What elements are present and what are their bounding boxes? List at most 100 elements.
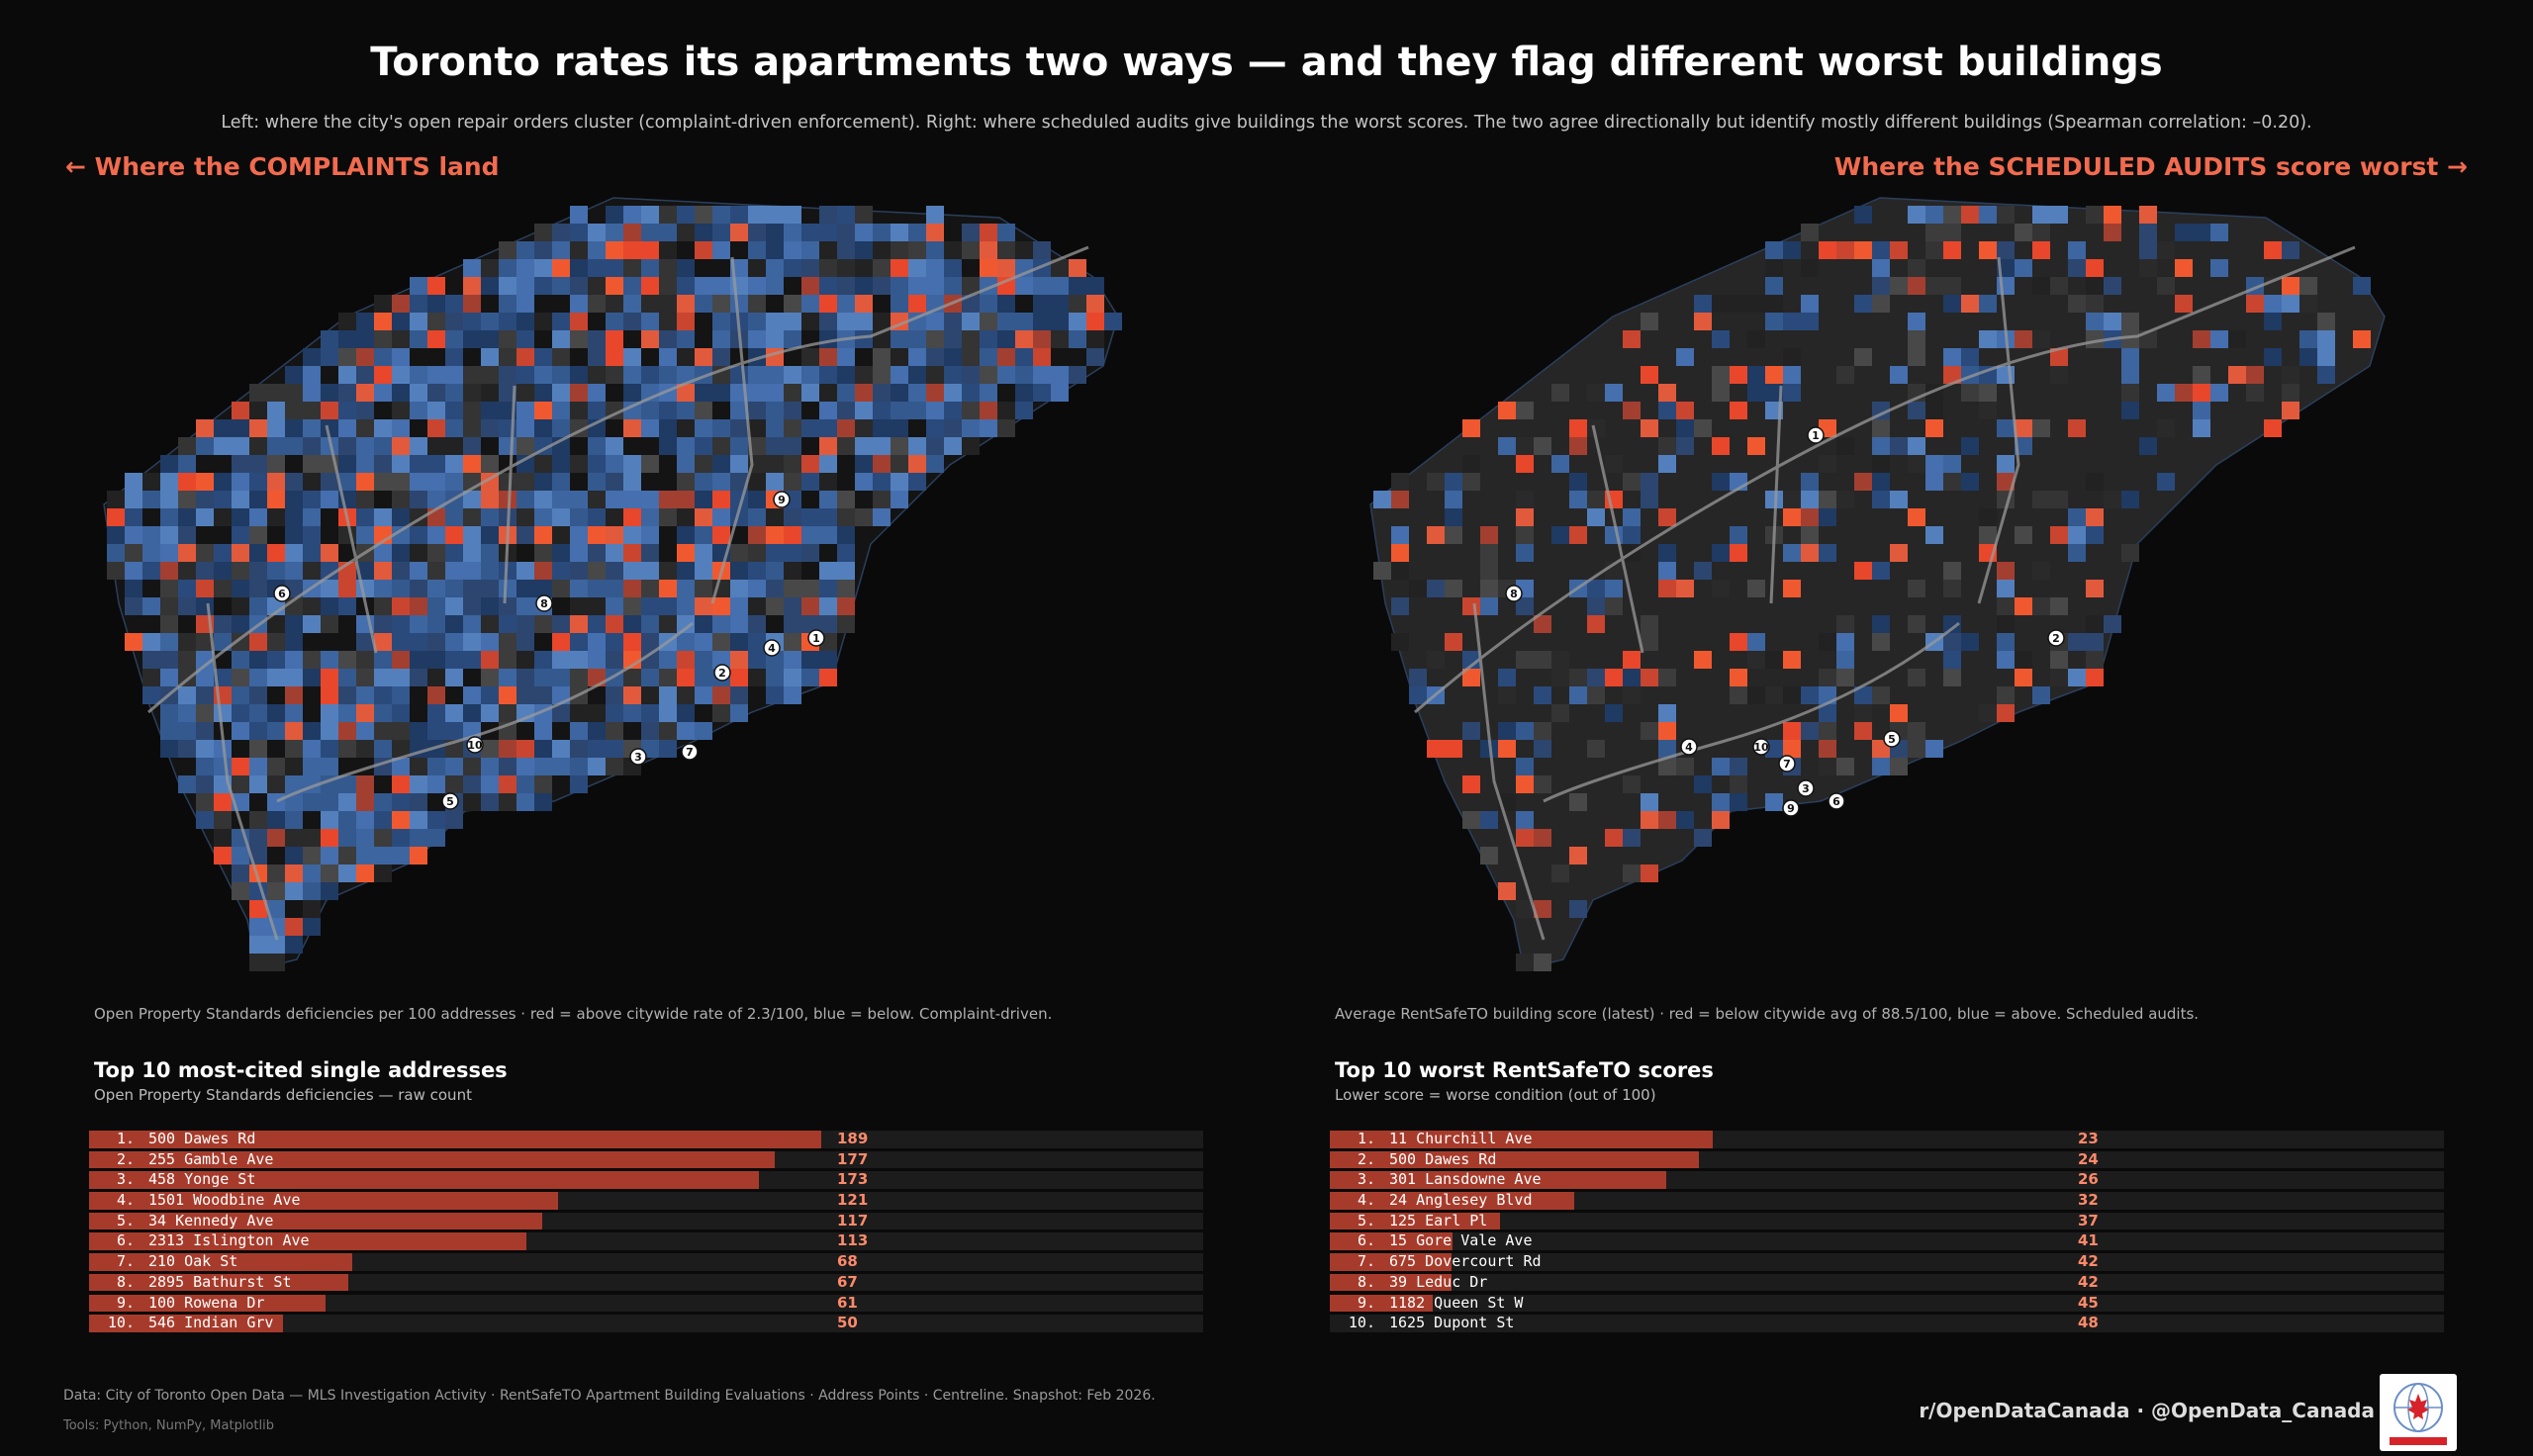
heatmap-cell	[1569, 526, 1587, 544]
heatmap-cell	[552, 544, 570, 562]
heatmap-cell	[1391, 597, 1409, 615]
heatmap-cell	[481, 526, 499, 544]
building-marker: 3	[629, 748, 647, 766]
heatmap-cell	[1765, 259, 1783, 277]
heatmap-cell	[873, 437, 891, 455]
heatmap-cell	[552, 758, 570, 775]
heatmap-cell	[232, 419, 249, 437]
heatmap-cell	[552, 740, 570, 758]
heatmap-cell	[427, 313, 445, 330]
heatmap-cell	[2282, 384, 2299, 402]
heatmap-cell	[552, 384, 570, 402]
heatmap-cell	[499, 669, 516, 686]
heatmap-cell	[392, 491, 410, 508]
heatmap-cell	[2193, 224, 2210, 241]
heatmap-cell	[178, 775, 196, 793]
heatmap-cell	[784, 419, 801, 437]
heatmap-cell	[659, 259, 677, 277]
heatmap-cell	[1462, 455, 1480, 473]
heatmap-cell	[677, 491, 695, 508]
heatmap-cell	[392, 775, 410, 793]
heatmap-cell	[588, 437, 606, 455]
heatmap-cell	[784, 330, 801, 348]
heatmap-cell	[2139, 241, 2157, 259]
heatmap-cell	[570, 384, 588, 402]
heatmap-cell	[801, 544, 819, 562]
heatmap-cell	[1641, 491, 1658, 508]
heatmap-cell	[160, 740, 178, 758]
heatmap-cell	[1051, 277, 1069, 295]
heatmap-cell	[1569, 473, 1587, 491]
heatmap-cell	[1658, 508, 1676, 526]
heatmap-cell	[445, 419, 463, 437]
heatmap-cell	[160, 597, 178, 615]
heatmap-cell	[196, 669, 214, 686]
heatmap-cell	[748, 491, 766, 508]
heatmap-cell	[427, 686, 445, 704]
heatmap-cell	[534, 473, 552, 491]
heatmap-cell	[516, 526, 534, 544]
heatmap-cell	[552, 562, 570, 580]
heatmap-cell	[2157, 241, 2175, 259]
heatmap-cell	[695, 686, 712, 704]
heatmap-cell	[1979, 206, 1997, 224]
heatmap-cell	[1033, 313, 1051, 330]
heatmap-cell	[481, 793, 499, 811]
bar	[89, 1171, 760, 1189]
table-row: 7. 210 Oak St 68	[89, 1253, 1203, 1271]
heatmap-cell	[2299, 330, 2317, 348]
heatmap-cell	[730, 437, 748, 455]
heatmap-cell	[1765, 686, 1783, 704]
heatmap-cell	[748, 526, 766, 544]
heatmap-cell	[321, 491, 338, 508]
heatmap-cell	[1943, 615, 1961, 633]
building-marker: 8	[1505, 585, 1523, 602]
heatmap-cell	[748, 615, 766, 633]
heatmap-cell	[623, 206, 641, 224]
heatmap-cell	[1836, 651, 1854, 669]
heatmap-cell	[606, 758, 623, 775]
heatmap-cell	[232, 686, 249, 704]
heatmap-cell	[196, 437, 214, 455]
heatmap-cell	[2015, 330, 2032, 348]
heatmap-cell	[285, 508, 303, 526]
heatmap-cell	[730, 295, 748, 313]
heatmap-cell	[1854, 206, 1872, 224]
heatmap-cell	[463, 758, 481, 775]
heatmap-cell	[944, 259, 962, 277]
address-label: 1501 Woodbine Ave	[148, 1191, 301, 1210]
heatmap-cell	[712, 224, 730, 241]
heatmap-cell	[1854, 473, 1872, 491]
heatmap-cell	[2175, 259, 2193, 277]
heatmap-cell	[606, 330, 623, 348]
heatmap-cell	[659, 615, 677, 633]
heatmap-cell	[1445, 740, 1462, 758]
heatmap-cell	[1730, 295, 1747, 313]
heatmap-cell	[2050, 277, 2068, 295]
heatmap-cell	[410, 793, 427, 811]
marker-label: 1	[812, 632, 820, 645]
heatmap-cell	[267, 544, 285, 562]
heatmap-cell	[249, 562, 267, 580]
heatmap-cell	[801, 615, 819, 633]
heatmap-cell	[944, 419, 962, 437]
heatmap-cell	[677, 206, 695, 224]
heatmap-cell	[1730, 669, 1747, 686]
heatmap-cell	[1836, 241, 1854, 259]
heatmap-cell	[766, 206, 784, 224]
heatmap-cell	[588, 491, 606, 508]
heatmap-cell	[392, 526, 410, 544]
heatmap-cell	[730, 206, 748, 224]
heatmap-cell	[623, 313, 641, 330]
heatmap-cell	[196, 491, 214, 508]
heatmap-cell	[356, 348, 374, 366]
heatmap-cell	[178, 686, 196, 704]
heatmap-cell	[356, 811, 374, 829]
heatmap-cell	[2282, 277, 2299, 295]
heatmap-cell	[659, 580, 677, 597]
heatmap-cell	[1747, 580, 1765, 597]
heatmap-cell	[570, 330, 588, 348]
heatmap-cell	[285, 402, 303, 419]
heatmap-cell	[712, 615, 730, 633]
heatmap-cell	[1641, 615, 1658, 633]
